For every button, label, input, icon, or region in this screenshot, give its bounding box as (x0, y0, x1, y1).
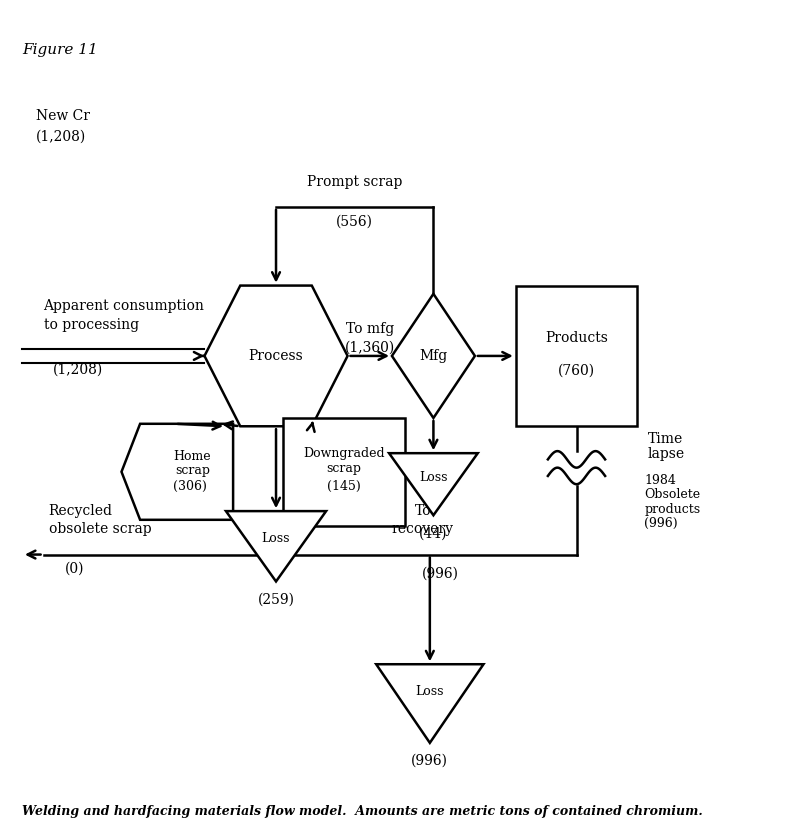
Polygon shape (226, 511, 326, 582)
Text: To mfg: To mfg (346, 323, 394, 336)
Text: 1984: 1984 (645, 473, 676, 487)
Text: lapse: lapse (648, 447, 685, 461)
Polygon shape (205, 286, 347, 426)
Polygon shape (389, 453, 478, 515)
Bar (516, 286, 638, 426)
Text: Products: Products (545, 331, 608, 344)
Polygon shape (392, 293, 475, 418)
Text: Loss: Loss (262, 532, 290, 544)
Text: Recycled: Recycled (49, 504, 113, 517)
Text: Welding and hardfacing materials flow model.  Amounts are metric tons of contain: Welding and hardfacing materials flow mo… (22, 804, 703, 818)
Text: (760): (760) (558, 364, 595, 378)
Text: Figure 11: Figure 11 (22, 43, 98, 57)
Text: Time: Time (648, 431, 683, 446)
Text: obsolete scrap: obsolete scrap (49, 522, 151, 536)
Text: (1,208): (1,208) (53, 363, 103, 377)
Text: (996): (996) (411, 754, 448, 768)
Text: To: To (414, 504, 431, 517)
Text: (306): (306) (174, 480, 207, 493)
Text: (1,360): (1,360) (345, 340, 395, 354)
Text: scrap: scrap (326, 462, 362, 475)
Text: (1,208): (1,208) (36, 130, 86, 144)
Text: (0): (0) (65, 562, 84, 576)
Text: to processing: to processing (43, 319, 138, 332)
Text: recovery: recovery (392, 522, 454, 536)
Text: Downgraded: Downgraded (303, 447, 385, 460)
Bar (283, 418, 405, 526)
Text: Apparent consumption: Apparent consumption (43, 299, 204, 314)
Text: Mfg: Mfg (419, 349, 447, 363)
Polygon shape (122, 424, 233, 520)
Text: (996): (996) (645, 517, 678, 530)
Text: Prompt scrap: Prompt scrap (307, 175, 402, 189)
Text: (44): (44) (419, 527, 448, 540)
Text: New Cr: New Cr (36, 109, 90, 123)
Text: Loss: Loss (419, 472, 448, 484)
Text: products: products (645, 502, 701, 516)
Text: (996): (996) (422, 567, 459, 580)
Text: scrap: scrap (175, 464, 210, 477)
Text: Obsolete: Obsolete (645, 488, 701, 502)
Text: Home: Home (174, 451, 211, 463)
Text: (556): (556) (336, 215, 374, 229)
Text: (145): (145) (327, 480, 361, 493)
Text: Loss: Loss (415, 686, 444, 698)
Text: Process: Process (249, 349, 303, 363)
Polygon shape (376, 665, 483, 743)
Text: (259): (259) (258, 593, 294, 607)
